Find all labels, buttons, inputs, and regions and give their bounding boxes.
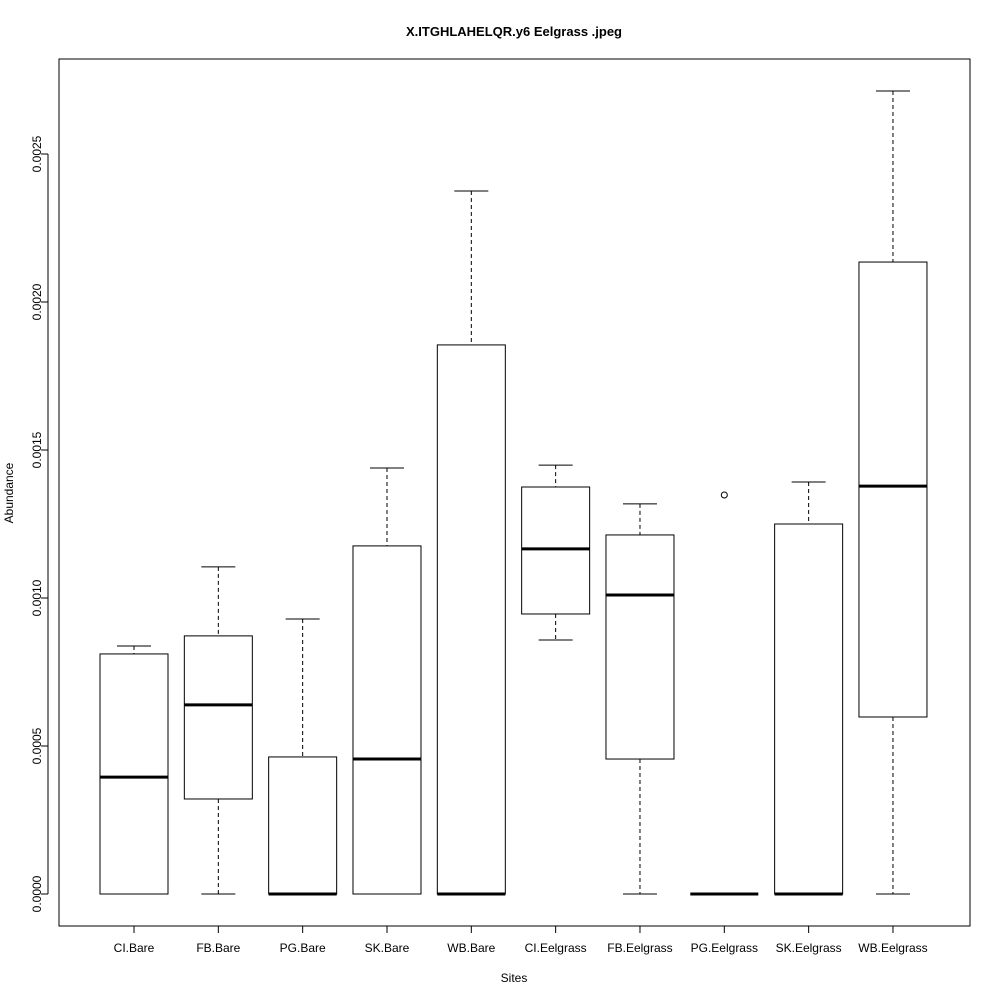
x-tick-label: WB.Bare [447, 941, 495, 955]
box-CI.Bare [99, 645, 169, 895]
y-tick-label: 0.0015 [30, 431, 44, 468]
iqr-box [183, 635, 253, 800]
y-tick-label: 0.0005 [30, 727, 44, 764]
x-tick-label: CI.Eelgrass [525, 941, 587, 955]
box-WB.Bare [436, 190, 506, 896]
boxes [99, 90, 928, 896]
iqr-box [436, 344, 506, 895]
chart-title: X.ITGHLAHELQR.y6 Eelgrass .jpeg [406, 24, 622, 39]
box-FB.Bare [183, 566, 253, 895]
x-tick-label: SK.Eelgrass [776, 941, 842, 955]
box-FB.Eelgrass [605, 503, 675, 895]
box-PG.Eelgrass [690, 491, 759, 896]
iqr-box [774, 523, 844, 895]
iqr-box [605, 534, 675, 760]
x-tick-label: FB.Bare [196, 941, 240, 955]
box-CI.Eelgrass [521, 464, 591, 641]
y-tick-label: 0.0020 [30, 283, 44, 320]
iqr-box [858, 261, 928, 718]
box-WB.Eelgrass [858, 90, 928, 895]
box-SK.Eelgrass [774, 481, 844, 896]
y-axis: 0.0000 0.0005 0.0010 0.0015 0.0020 0.0025 [30, 135, 49, 912]
x-tick-label: FB.Eelgrass [607, 941, 672, 955]
x-axis-label: Sites [501, 971, 528, 985]
box-SK.Bare [352, 467, 422, 895]
y-tick-label: 0.0025 [30, 135, 44, 172]
x-tick-label: CI.Bare [114, 941, 155, 955]
iqr-box [352, 545, 422, 895]
y-tick-label: 0.0000 [30, 875, 44, 912]
x-axis: CI.Bare FB.Bare PG.Bare SK.Bare WB.Bare CI.Ee… [114, 925, 928, 955]
outlier-point [720, 491, 728, 499]
x-tick-label: PG.Eelgrass [691, 941, 758, 955]
y-tick-label: 0.0010 [30, 579, 44, 616]
box-PG.Bare [268, 618, 338, 896]
iqr-box [521, 486, 591, 615]
x-tick-label: WB.Eelgrass [858, 941, 927, 955]
x-tick-label: SK.Bare [365, 941, 410, 955]
y-axis-label: Abundance [2, 462, 16, 523]
iqr-box [268, 756, 338, 895]
x-tick-label: PG.Bare [280, 941, 326, 955]
iqr-box [99, 653, 169, 895]
